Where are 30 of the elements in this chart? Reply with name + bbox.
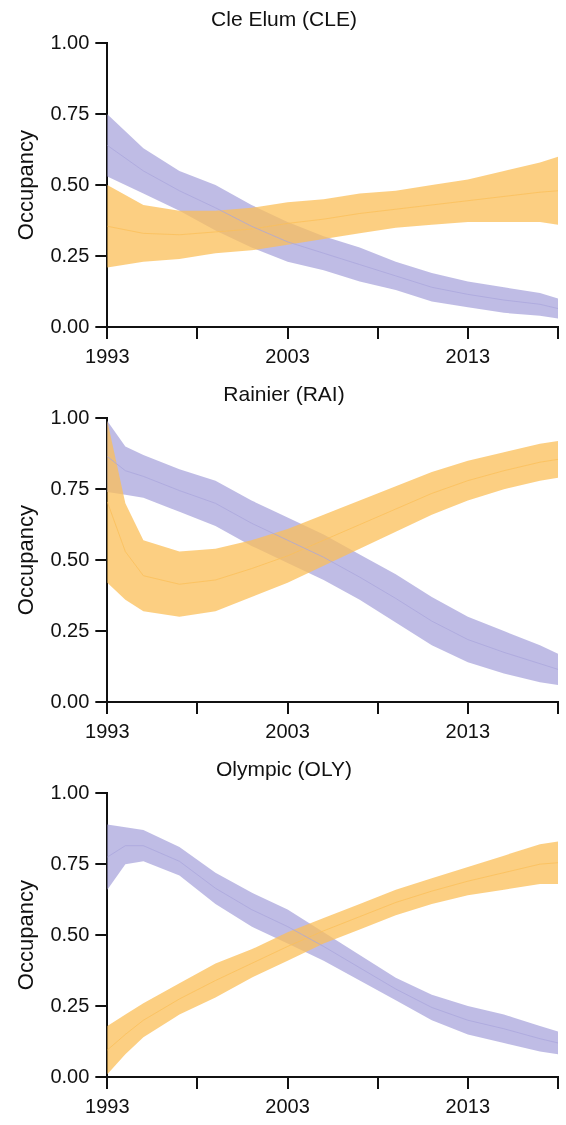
y-tick-label: 1.00	[50, 30, 90, 53]
y-tick-label: 0.25	[50, 618, 90, 641]
x-tick-label: 2003	[265, 344, 310, 367]
chart-title: Rainier (RAI)	[223, 382, 345, 406]
x-tick-label: 2003	[265, 719, 310, 742]
y-tick-label: 0.75	[50, 476, 90, 499]
chart-title: Cle Elum (CLE)	[211, 7, 357, 31]
y-axis-title: Occupancy	[13, 130, 39, 241]
x-tick-label: 1993	[85, 1094, 130, 1117]
y-tick-label: 0.00	[50, 689, 90, 712]
y-tick-label: 0.25	[50, 993, 90, 1016]
y-tick-label: 0.00	[50, 1064, 90, 1087]
x-tick-label: 2013	[445, 1094, 491, 1117]
y-tick-label: 0.00	[50, 314, 90, 337]
y-tick-label: 1.00	[50, 780, 90, 803]
x-tick-label: 2013	[445, 344, 491, 367]
y-tick-label: 0.25	[50, 243, 90, 266]
x-tick-label: 1993	[85, 344, 130, 367]
y-axis-title: Occupancy	[13, 880, 39, 991]
x-tick-label: 1993	[85, 719, 130, 742]
y-tick-label: 1.00	[50, 405, 90, 428]
x-tick-label: 2013	[445, 719, 491, 742]
chart-title: Olympic (OLY)	[215, 757, 353, 781]
y-tick-label: 0.50	[50, 547, 90, 570]
y-tick-label: 0.75	[50, 101, 90, 124]
y-axis-title: Occupancy	[13, 505, 39, 616]
y-tick-label: 0.75	[50, 851, 90, 874]
y-tick-label: 0.50	[50, 922, 90, 945]
y-tick-label: 0.50	[50, 172, 90, 195]
x-tick-label: 2003	[265, 1094, 310, 1117]
